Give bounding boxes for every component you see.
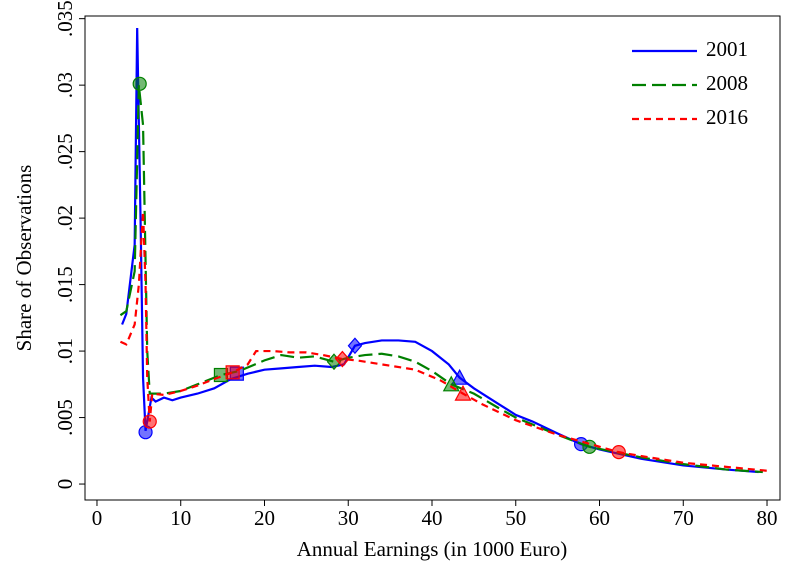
x-axis-title: Annual Earnings (in 1000 Euro) <box>297 537 568 561</box>
marker <box>132 76 147 91</box>
y-tick-label: .015 <box>53 266 77 303</box>
y-axis-title: Share of Observations <box>12 165 36 352</box>
x-tick-label: 0 <box>92 506 103 530</box>
x-tick-label: 30 <box>338 506 359 530</box>
marker <box>442 375 460 392</box>
series-line <box>119 211 768 472</box>
legend-label: 2001 <box>706 37 748 61</box>
marker <box>142 414 157 429</box>
y-tick-label: .03 <box>53 72 77 98</box>
y-tick-label: .02 <box>53 205 77 231</box>
marker <box>454 384 472 401</box>
y-tick-label: .01 <box>53 338 77 364</box>
marker <box>225 365 240 380</box>
y-tick-label: .035 <box>53 0 77 37</box>
marker <box>451 368 469 385</box>
x-tick-label: 80 <box>757 506 778 530</box>
x-tick-label: 60 <box>589 506 610 530</box>
y-tick-label: .025 <box>53 133 77 170</box>
legend-label: 2008 <box>706 71 748 95</box>
marker <box>335 350 350 368</box>
marker <box>611 445 626 460</box>
y-tick-label: 0 <box>53 479 77 490</box>
x-tick-label: 50 <box>505 506 526 530</box>
x-tick-label: 20 <box>254 506 275 530</box>
y-tick-label: .005 <box>53 399 77 436</box>
x-tick-label: 70 <box>673 506 694 530</box>
legend-label: 2016 <box>706 105 748 129</box>
x-tick-label: 10 <box>170 506 191 530</box>
marker <box>347 337 363 355</box>
series-line <box>121 27 759 474</box>
plot-frame <box>84 15 781 501</box>
series-line <box>119 85 763 474</box>
x-tick-label: 40 <box>421 506 442 530</box>
